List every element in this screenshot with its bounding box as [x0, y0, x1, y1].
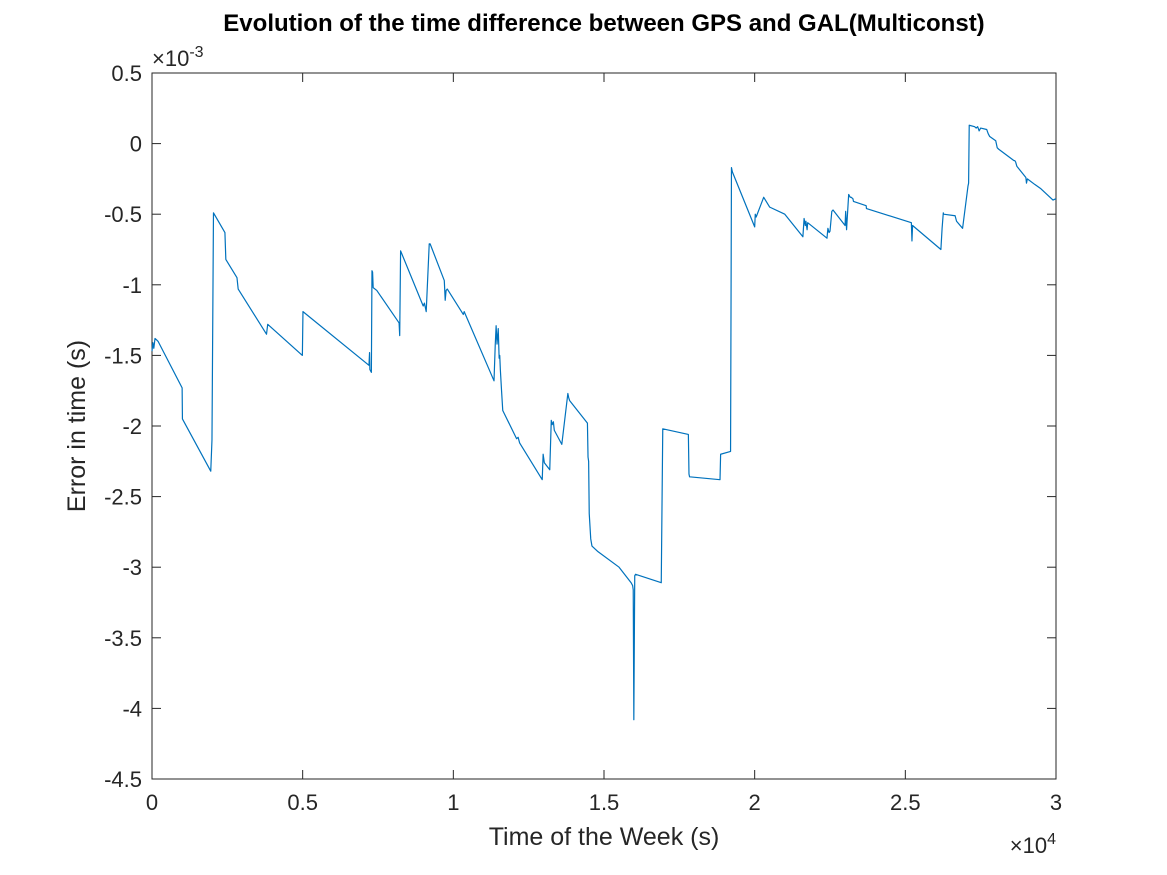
x-tick-label: 2	[749, 790, 761, 815]
y-tick-label: -4.5	[104, 767, 142, 792]
x-tick-label: 3	[1050, 790, 1062, 815]
x-tick-label: 2.5	[890, 790, 921, 815]
y-tick-label: -4	[122, 696, 142, 721]
y-axis-label: Error in time (s)	[63, 340, 91, 512]
y-tick-label: -3	[122, 555, 142, 580]
plot-area	[151, 72, 1057, 780]
y-multiplier-base: ×10	[152, 46, 189, 71]
y-tick-label: -2.5	[104, 485, 142, 510]
x-tick-label: 0	[146, 790, 158, 815]
y-tick-label: 0.5	[111, 61, 142, 86]
y-axis-ticks: 0.5 0 -0.5 -1 -1.5 -2 -2.5 -3 -3.5 -4 -4.5	[104, 61, 1056, 792]
series-layer	[151, 124, 1057, 721]
y-tick-label: -1	[122, 273, 142, 298]
x-tick-label: 1.5	[589, 790, 620, 815]
x-multiplier-exponent: 4	[1047, 831, 1056, 848]
x-axis-ticks: 0 0.5 1 1.5 2 2.5 3	[146, 73, 1062, 815]
series-line-0	[151, 124, 1057, 721]
x-multiplier-base: ×10	[1010, 833, 1047, 858]
y-tick-label: -1.5	[104, 343, 142, 368]
y-tick-label: -3.5	[104, 626, 142, 651]
chart-title: Evolution of the time difference between…	[223, 10, 984, 37]
x-axis-label: Time of the Week (s)	[489, 823, 720, 851]
y-tick-label: 0	[130, 132, 142, 157]
x-axis-multiplier: ×104	[1010, 831, 1056, 858]
y-axis-multiplier: ×10-3	[152, 44, 204, 71]
x-tick-label: 1	[447, 790, 459, 815]
x-tick-label: 0.5	[287, 790, 318, 815]
y-multiplier-exponent: -3	[189, 44, 203, 61]
y-tick-label: -0.5	[104, 202, 142, 227]
y-tick-label: -2	[122, 414, 142, 439]
